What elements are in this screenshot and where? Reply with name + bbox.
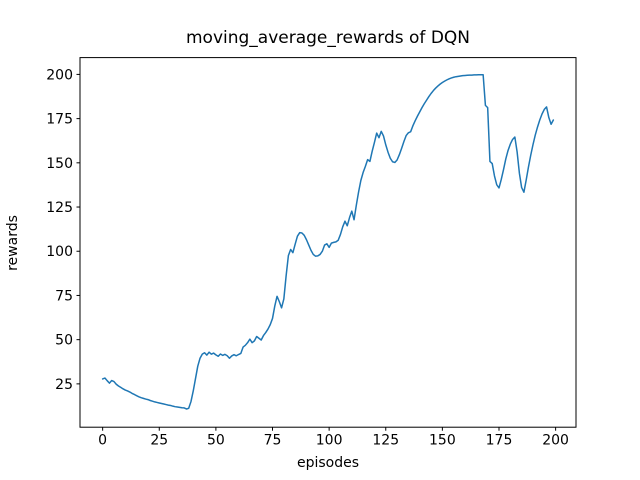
y-tick-label: 25 <box>55 377 73 393</box>
y-tick-label: 125 <box>46 200 73 216</box>
x-tick-label: 75 <box>264 433 282 449</box>
x-tick-label: 0 <box>98 433 107 449</box>
x-tick-label: 150 <box>429 433 456 449</box>
x-tick-label: 200 <box>542 433 569 449</box>
plot-area-spines <box>79 57 577 428</box>
y-axis-label: rewards <box>5 215 21 271</box>
y-tick-label: 75 <box>55 288 73 304</box>
x-tick-label: 50 <box>207 433 225 449</box>
x-axis-label: episodes <box>296 455 360 471</box>
y-tick-label: 150 <box>46 156 73 172</box>
x-tick-label: 100 <box>316 433 343 449</box>
x-tick-label: 175 <box>486 433 513 449</box>
x-tick-label: 125 <box>372 433 399 449</box>
y-tick-label: 50 <box>55 333 73 349</box>
y-tick-label: 175 <box>46 112 73 128</box>
chart-title: moving_average_rewards of DQN <box>185 28 471 48</box>
x-tick-label: 25 <box>150 433 168 449</box>
y-tick-label: 100 <box>46 244 73 260</box>
y-tick-label: 200 <box>46 67 73 83</box>
chart-line <box>101 74 555 410</box>
